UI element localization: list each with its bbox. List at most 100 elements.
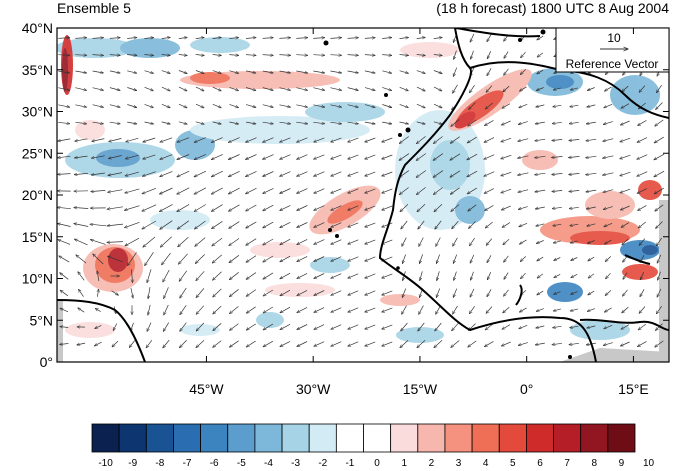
wind-vector <box>331 188 342 193</box>
lon-tick-label: 15°E <box>618 381 649 397</box>
wind-vector <box>314 239 325 245</box>
wind-vector <box>521 272 526 279</box>
wind-vector <box>297 222 308 228</box>
wind-vector <box>263 221 274 228</box>
colorbar-label: 6 <box>537 458 543 469</box>
wind-vector <box>246 187 257 194</box>
wind-vector <box>75 104 86 107</box>
wind-vector <box>536 240 544 244</box>
wind-vector <box>213 305 222 314</box>
wind-vector <box>313 87 324 91</box>
wind-vector <box>195 37 204 38</box>
wind-vector <box>656 85 662 93</box>
wind-vector <box>108 155 122 159</box>
wind-vector <box>263 154 274 160</box>
wind-vector <box>536 325 545 328</box>
wind-vector <box>76 255 87 264</box>
wind-vector <box>450 153 461 160</box>
wind-vector <box>571 257 578 261</box>
wind-vector <box>554 257 561 261</box>
wind-vector <box>177 154 190 160</box>
wind-vector <box>401 322 408 331</box>
wind-vector <box>399 37 409 38</box>
wind-vector <box>620 341 630 346</box>
wind-vector <box>314 188 325 194</box>
wind-vector <box>604 307 612 312</box>
wind-vector <box>569 156 580 157</box>
wind-vector <box>97 289 98 297</box>
wind-vector <box>504 272 509 280</box>
wind-vector <box>604 222 613 226</box>
wind-vector <box>60 308 69 313</box>
wind-vector <box>178 55 187 56</box>
wind-vector <box>280 221 291 227</box>
wind-vector <box>399 70 409 74</box>
wind-vector <box>263 171 274 177</box>
colorbar-label: 4 <box>483 458 489 469</box>
wind-vector <box>74 173 88 174</box>
wind-vector <box>245 38 256 39</box>
wind-vector <box>469 85 475 93</box>
colorbar-segment <box>363 423 392 453</box>
wind-vector <box>621 103 630 109</box>
wind-vector <box>331 341 342 347</box>
wind-vector <box>348 188 359 193</box>
wind-vector <box>416 103 425 108</box>
lat-tick-label: 20°N <box>22 187 53 203</box>
wind-vector <box>402 237 407 247</box>
wind-vector <box>314 273 325 279</box>
colorbar-label: 3 <box>456 458 462 469</box>
wind-vector <box>382 341 393 346</box>
wind-vector <box>314 290 325 296</box>
wind-vector <box>419 305 424 315</box>
wind-vector <box>211 204 223 212</box>
wind-vector <box>296 87 307 91</box>
wind-vector <box>144 55 153 56</box>
wind-vector <box>622 238 629 245</box>
wind-vector <box>485 221 493 228</box>
wind-vector <box>402 254 406 264</box>
wind-vector <box>213 288 222 297</box>
wind-vector <box>365 324 376 329</box>
wind-vector <box>452 220 459 229</box>
wind-vector <box>382 55 392 56</box>
wind-vector <box>603 206 613 210</box>
wind-vector <box>536 104 545 107</box>
wind-vector <box>280 306 291 313</box>
wind-vector <box>212 237 223 246</box>
wind-vector <box>348 273 359 278</box>
wind-vector <box>569 122 579 123</box>
wind-vector <box>109 104 120 108</box>
wind-vector <box>92 122 104 124</box>
wind-vector <box>535 189 546 192</box>
wind-vector <box>263 238 274 245</box>
wind-vector <box>77 343 86 345</box>
wind-vector <box>279 38 290 39</box>
wind-vector <box>469 305 475 314</box>
colorbar-label: 0 <box>374 458 380 469</box>
wind-vector <box>314 137 325 142</box>
wind-vector <box>586 206 596 209</box>
wind-vector <box>93 254 104 265</box>
wind-vector <box>471 50 474 59</box>
missing-data-south <box>560 348 669 362</box>
wind-vector <box>195 86 204 91</box>
wind-vector <box>382 188 393 193</box>
wind-vector <box>655 119 664 126</box>
wind-vector <box>536 223 545 226</box>
colorbar-segment <box>335 423 364 453</box>
colorbar-segment <box>607 423 636 453</box>
wind-vector <box>487 51 492 59</box>
wind-vector <box>330 87 341 91</box>
wind-vector <box>365 273 376 278</box>
wind-vector <box>144 70 154 74</box>
colorbar-label: -3 <box>291 458 300 469</box>
lat-tick-label: 5°N <box>30 312 54 328</box>
wind-vector <box>622 306 629 313</box>
wind-vector <box>246 255 257 263</box>
wind-vector <box>365 256 376 261</box>
wind-vector <box>180 322 187 332</box>
wind-vector <box>125 221 140 227</box>
wind-vector <box>416 170 427 178</box>
wind-vector <box>195 121 204 124</box>
